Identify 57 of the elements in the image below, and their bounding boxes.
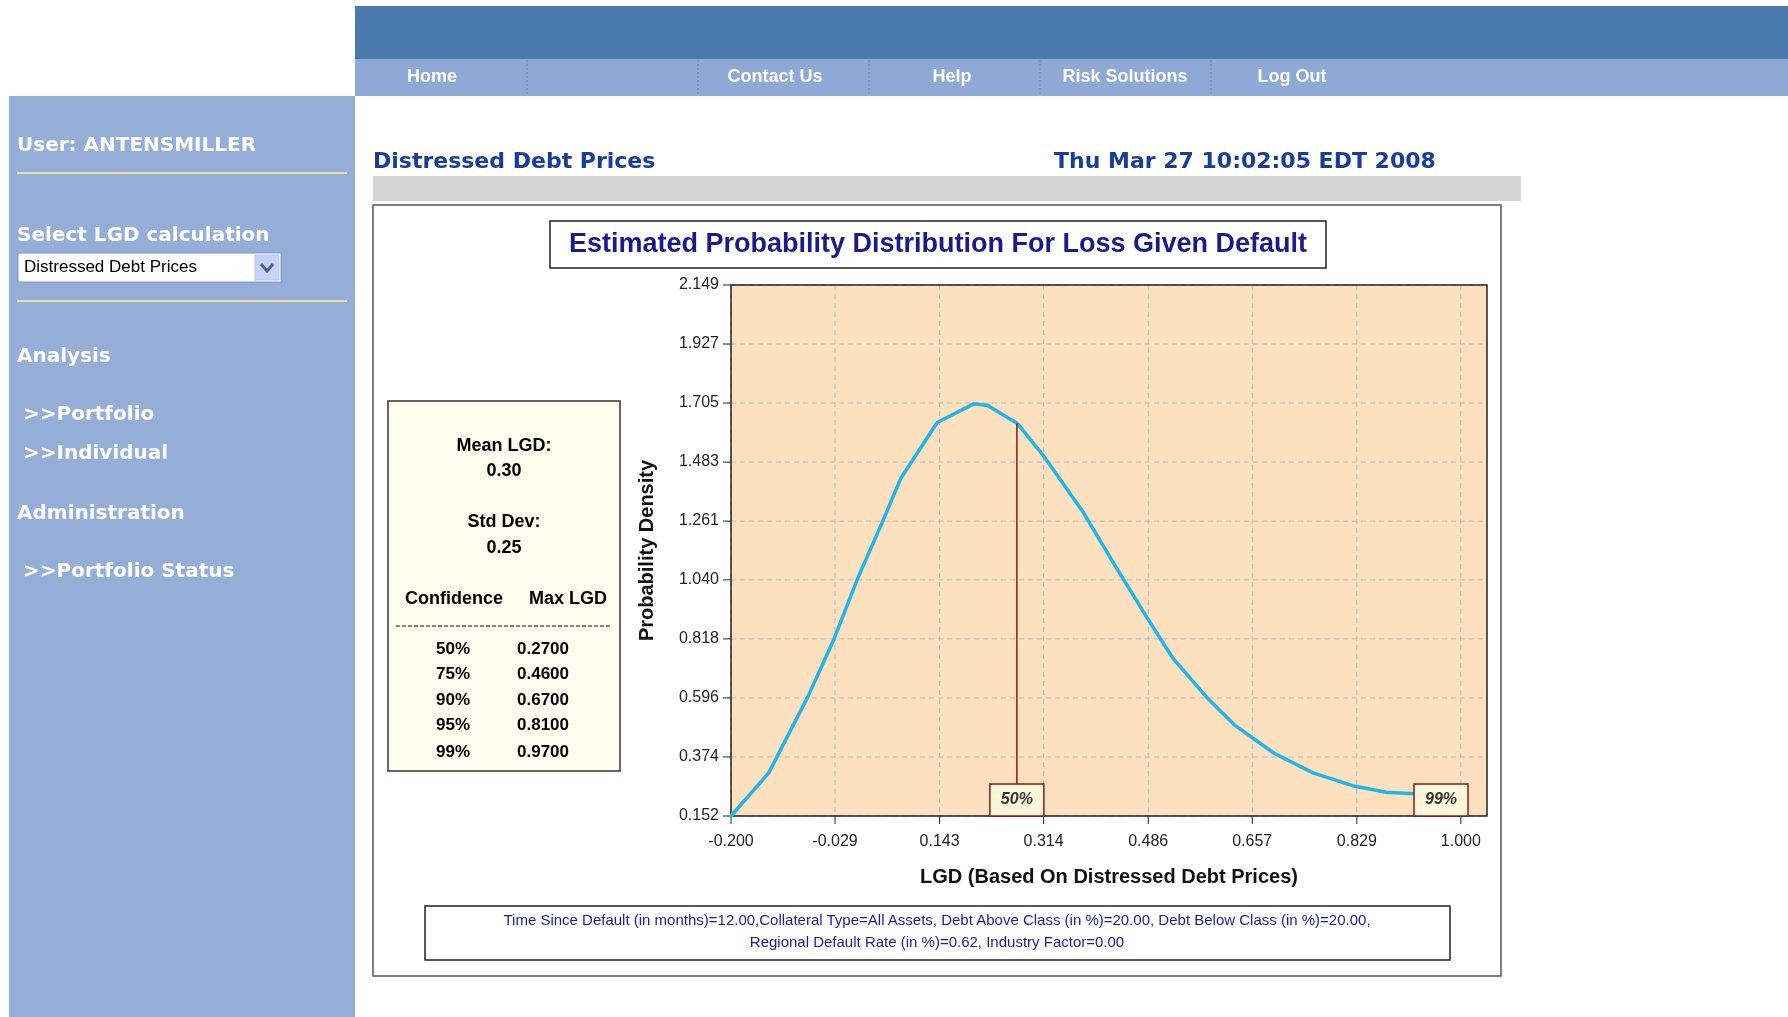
y-tick-label: 1.261: [678, 511, 720, 529]
text: Std Dev:: [467, 510, 541, 531]
text: Max LGD: [528, 587, 608, 608]
text: 0.6700: [517, 690, 569, 710]
text: Analysis: [17, 342, 111, 367]
y-tick-label: 2.149: [678, 275, 720, 293]
annotation: 99%: [1425, 790, 1458, 808]
text: Thu Mar 27 10:02:05 EDT 2008: [1054, 148, 1436, 173]
x-tick-label: 0.657: [1232, 832, 1273, 849]
text: 0.25: [486, 536, 522, 557]
text: Distressed Debt Prices: [373, 148, 656, 173]
text: Contact Us: [727, 66, 823, 86]
text: 50%: [435, 639, 471, 659]
text: Home: [406, 66, 458, 86]
text: 0.2700: [517, 639, 569, 659]
y-axis-title: Probability Density: [635, 459, 657, 642]
annotation: 50%: [1000, 790, 1033, 808]
y-tick-label: 1.705: [678, 393, 720, 411]
text: Help: [932, 66, 972, 86]
line-series: [729, 402, 1416, 818]
x-tick-label: 0.143: [919, 832, 960, 849]
x-tick-label: 1.000: [1440, 832, 1481, 849]
text: Administration: [17, 499, 185, 524]
x-axis-title: LGD (Based On Distressed Debt Prices): [920, 865, 1298, 887]
text: 90%: [435, 690, 471, 710]
text: User: ANTENSMILLER: [17, 131, 257, 156]
x-tick-label: -0.200: [708, 832, 754, 849]
text: 95%: [435, 715, 471, 735]
x-tick-label: -0.029: [812, 832, 858, 849]
text: >>Portfolio Status: [23, 557, 235, 582]
text: Mean LGD:: [456, 434, 552, 455]
text: >>Portfolio: [23, 400, 155, 425]
chart-title: Estimated Probability Distribution For Loss Given Default: [568, 228, 1308, 259]
text: Select LGD calculation: [17, 221, 270, 246]
x-tick-label: 0.829: [1336, 832, 1377, 849]
y-tick-label: 1.040: [678, 570, 720, 588]
text: >>Individual: [23, 439, 169, 464]
y-tick-label: 1.483: [678, 452, 720, 470]
text: Log Out: [1257, 66, 1327, 86]
text: 99%: [435, 742, 471, 762]
text: Distressed Debt Prices: [24, 257, 197, 277]
y-tick-label: 0.374: [678, 747, 720, 765]
text: 0.8100: [517, 715, 569, 735]
text: Regional Default Rate (in %)=0.62, Industry Factor=0.00: [749, 932, 1125, 950]
text: 0.9700: [517, 742, 569, 762]
y-tick-label: 1.927: [678, 334, 720, 352]
text: 75%: [435, 664, 471, 684]
x-tick-label: 0.486: [1128, 832, 1169, 849]
x-tick-label: 0.314: [1023, 832, 1064, 849]
y-tick-label: 0.152: [678, 806, 720, 824]
text: Time Since Default (in months)=12.00,Collateral Type=All Assets, Debt Above Class (in %)=20.00, Debt Below Class (in %)=20.00,: [503, 910, 1371, 928]
text: Risk Solutions: [1062, 66, 1188, 86]
text: 0.30: [486, 459, 522, 480]
text: 0.4600: [517, 664, 569, 684]
text: Confidence: [404, 587, 504, 608]
y-tick-label: 0.818: [678, 629, 720, 647]
y-tick-label: 0.596: [678, 688, 720, 706]
